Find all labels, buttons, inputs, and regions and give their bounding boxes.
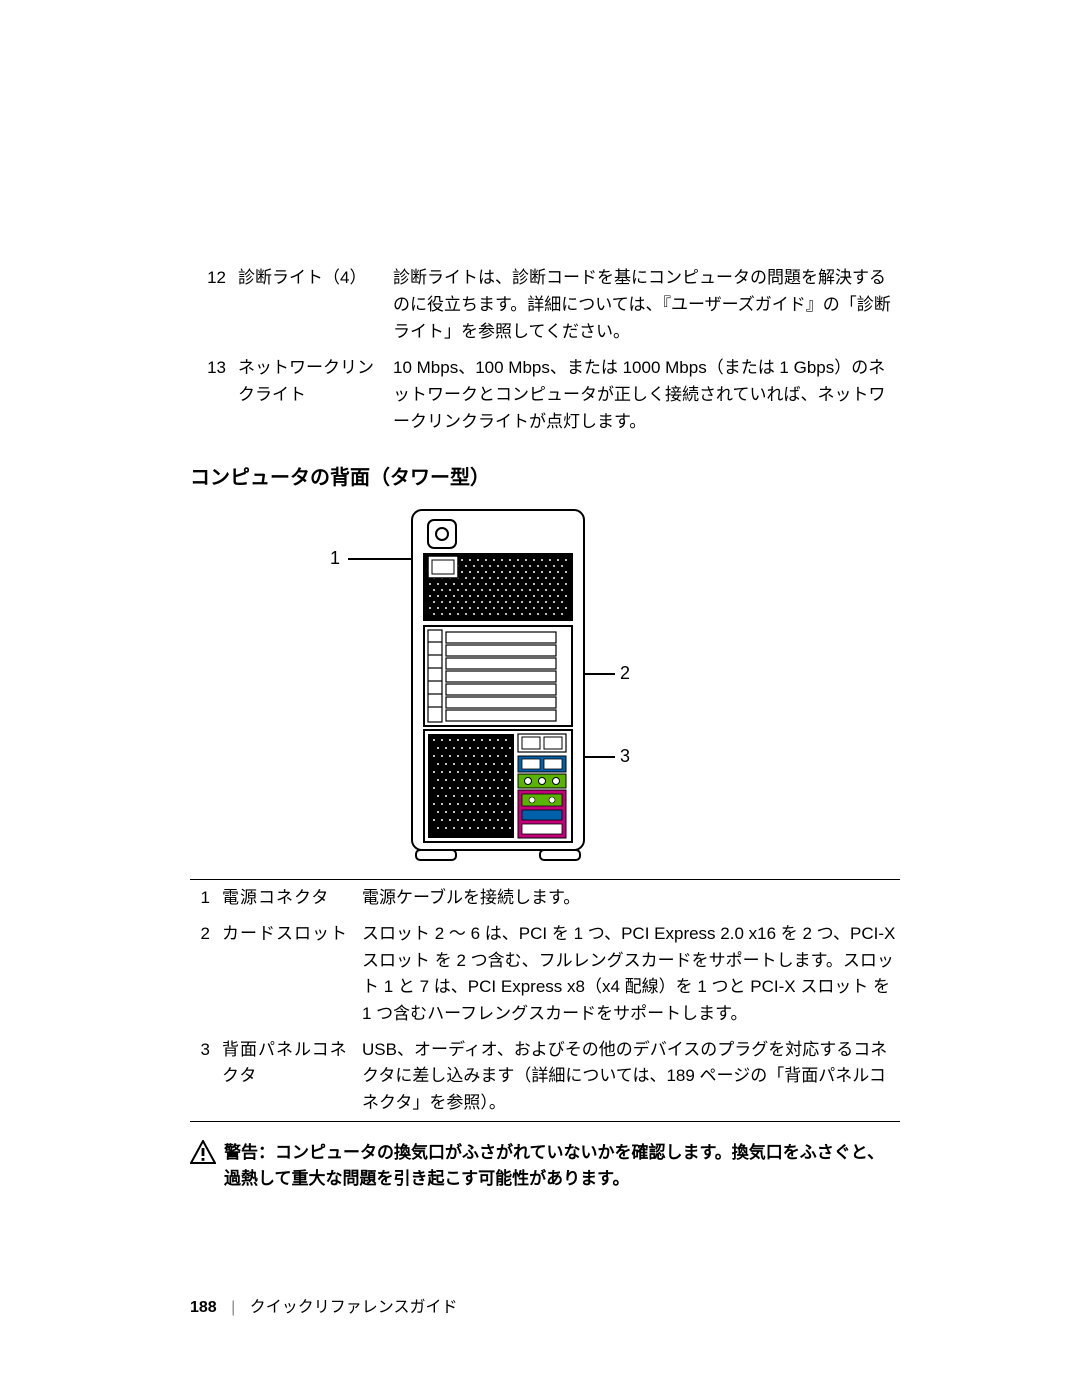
row-num: 1 (190, 880, 218, 917)
warning-text: 警告：コンピュータの換気口がふさがれていないかを確認します。換気口をふさぐと、過… (224, 1140, 900, 1193)
tower-diagram: 1 2 3 (190, 508, 900, 873)
row-desc: 電源ケーブルを接続します。 (358, 880, 900, 917)
warning-block: 警告：コンピュータの換気口がふさがれていないかを確認します。換気口をふさぐと、過… (190, 1140, 900, 1193)
row-desc: 10 Mbps、100 Mbps、または 1000 Mbps（または 1 Gbp… (389, 350, 900, 440)
page-footer: 188 | クイックリファレンスガイド (190, 1293, 457, 1317)
warning-icon (190, 1140, 218, 1172)
callout-1: 1 (330, 548, 340, 569)
section-title: コンピュータの背面（タワー型） (190, 461, 900, 490)
row-num: 2 (190, 916, 218, 1031)
callout-3: 3 (620, 746, 630, 767)
bottom-table: 1 電源コネクタ 電源ケーブルを接続します。 2 カードスロット スロット 2 … (190, 879, 900, 1122)
row-desc: USB、オーディオ、およびその他のデバイスのプラグを対応するコネクタに差し込みま… (358, 1032, 900, 1122)
row-term: 電源コネクタ (218, 880, 358, 917)
table-row: 1 電源コネクタ 電源ケーブルを接続します。 (190, 880, 900, 917)
row-desc: スロット 2 ～ 6 は、PCI を 1 つ、PCI Express 2.0 x… (358, 916, 900, 1031)
table-row: 13 ネットワークリンクライト 10 Mbps、100 Mbps、または 100… (190, 350, 900, 440)
table-row: 3 背面パネルコネクタ USB、オーディオ、およびその他のデバイスのプラグを対応… (190, 1032, 900, 1122)
row-term: 診断ライト（4） (234, 260, 389, 350)
leader-line (585, 673, 615, 675)
row-num: 13 (190, 350, 234, 440)
footer-divider: | (231, 1299, 235, 1316)
table-row: 12 診断ライト（4） 診断ライトは、診断コードを基にコンピュータの問題を解決す… (190, 260, 900, 350)
top-table: 12 診断ライト（4） 診断ライトは、診断コードを基にコンピュータの問題を解決す… (190, 260, 900, 439)
row-num: 3 (190, 1032, 218, 1122)
page-number: 188 (190, 1299, 217, 1316)
table-row: 2 カードスロット スロット 2 ～ 6 は、PCI を 1 つ、PCI Exp… (190, 916, 900, 1031)
callout-2: 2 (620, 663, 630, 684)
row-term: ネットワークリンクライト (234, 350, 389, 440)
tower-illustration (410, 508, 586, 863)
row-term: 背面パネルコネクタ (218, 1032, 358, 1122)
row-term: カードスロット (218, 916, 358, 1031)
row-num: 12 (190, 260, 234, 350)
row-desc: 診断ライトは、診断コードを基にコンピュータの問題を解決するのに役立ちます。詳細に… (389, 260, 900, 350)
footer-title: クイックリファレンスガイド (250, 1299, 458, 1316)
